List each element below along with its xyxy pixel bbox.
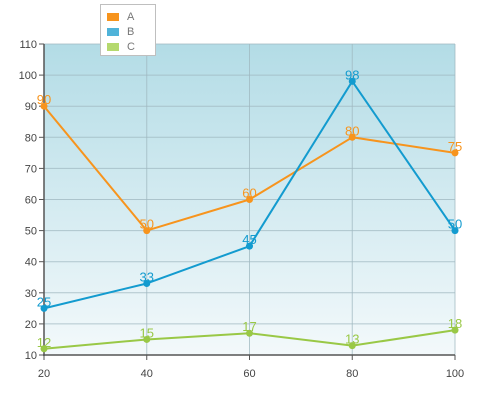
legend-swatch-c [107, 42, 119, 51]
x-tick-label: 100 [446, 368, 464, 380]
y-tick-label: 80 [25, 132, 37, 144]
data-point-a[interactable] [40, 102, 48, 110]
y-tick-label: 60 [25, 195, 37, 207]
x-tick-label: 80 [346, 368, 358, 380]
x-tick-label: 20 [38, 368, 50, 380]
data-label-b: 50 [448, 217, 462, 232]
legend-label-b: B [127, 25, 135, 38]
data-label-c: 13 [345, 332, 359, 347]
y-tick-label: 90 [25, 101, 37, 113]
legend-swatch-b [107, 27, 119, 36]
legend-item-b[interactable]: B [107, 24, 155, 39]
data-point-c[interactable] [143, 335, 151, 343]
y-tick-label: 30 [25, 288, 37, 300]
y-tick-label: 50 [25, 226, 37, 238]
data-label-a: 90 [37, 92, 51, 107]
data-label-c: 17 [242, 319, 256, 334]
data-label-c: 15 [140, 325, 154, 340]
data-point-b[interactable] [348, 77, 356, 85]
data-label-b: 33 [140, 269, 154, 284]
data-label-a: 50 [140, 217, 154, 232]
data-label-a: 75 [448, 139, 462, 154]
data-label-a: 80 [345, 123, 359, 138]
data-labels: 90 50 60 80 75 25 33 45 98 50 12 15 17 13 18 [37, 67, 462, 349]
data-point-c[interactable] [451, 326, 459, 334]
data-point-c[interactable] [246, 329, 253, 337]
data-label-b: 98 [345, 67, 359, 82]
data-label-a: 60 [242, 186, 256, 201]
data-point-a[interactable] [143, 227, 151, 235]
data-point-c[interactable] [40, 345, 48, 353]
data-label-b: 25 [37, 294, 51, 309]
data-point-b[interactable] [451, 227, 459, 235]
y-tick-label: 40 [25, 257, 37, 269]
x-tick-label: 60 [243, 368, 255, 380]
data-point-a[interactable] [451, 149, 459, 157]
y-tick-label: 100 [19, 70, 37, 82]
y-tick-label: 10 [25, 350, 37, 362]
data-label-c: 18 [448, 316, 462, 331]
grid-lines [44, 43, 456, 355]
data-point-b[interactable] [143, 279, 151, 287]
data-point-c[interactable] [348, 342, 356, 350]
y-tick-label: 110 [19, 39, 37, 51]
data-label-c: 12 [37, 335, 51, 350]
legend-item-a[interactable]: A [107, 9, 155, 24]
legend-label-a: A [127, 10, 135, 23]
y-tick-label: 70 [25, 163, 37, 175]
legend-item-c[interactable]: C [107, 39, 155, 54]
data-point-b[interactable] [40, 304, 48, 312]
data-point-b[interactable] [246, 242, 253, 250]
series-lines [40, 77, 459, 353]
x-tick-label: 40 [141, 368, 153, 380]
data-label-b: 45 [242, 232, 256, 247]
legend-swatch-a [107, 12, 119, 21]
data-point-a[interactable] [348, 133, 356, 141]
y-tick-label: 20 [25, 319, 37, 331]
legend-label-c: C [127, 40, 135, 53]
data-point-a[interactable] [246, 196, 253, 203]
legend: A B C [100, 4, 156, 56]
